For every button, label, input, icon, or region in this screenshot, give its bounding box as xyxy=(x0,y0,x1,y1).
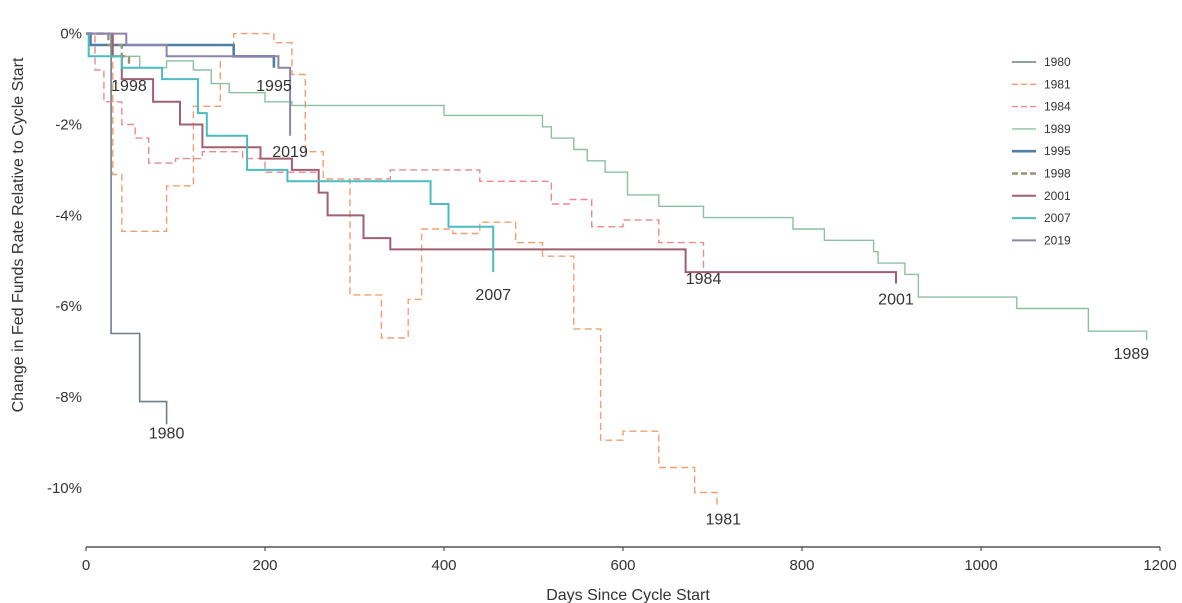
y-tick-label: 0% xyxy=(60,26,82,43)
y-tick-label: -4% xyxy=(55,207,82,224)
x-tick-label: 0 xyxy=(82,557,90,574)
axes: 0 200 400 600 800 1000 1200 0% -2% -4% -6% -8% -10%… xyxy=(10,26,1177,603)
series-label-2019: 2019 xyxy=(272,144,308,161)
legend-label-1981: 1981 xyxy=(1044,77,1071,91)
x-tick-label: 200 xyxy=(252,557,277,574)
legend-label-2019: 2019 xyxy=(1044,233,1071,247)
legend-label-2001: 2001 xyxy=(1044,189,1071,203)
legend-label-1989: 1989 xyxy=(1044,122,1071,136)
series-line-1995 xyxy=(86,32,276,68)
y-tick-label: -6% xyxy=(55,298,82,315)
series-line-1989 xyxy=(86,32,1148,341)
y-axis-ticks: 0% -2% -4% -6% -8% -10% xyxy=(47,26,82,497)
legend-label-1984: 1984 xyxy=(1044,100,1071,114)
y-tick-label: -10% xyxy=(47,480,82,497)
y-axis-title: Change in Fed Funds Rate Relative to Cyc… xyxy=(10,57,27,412)
y-tick-label: -8% xyxy=(55,389,82,406)
x-axis-ticks: 0 200 400 600 800 1000 1200 xyxy=(82,547,1177,574)
series-label-1981: 1981 xyxy=(705,512,741,529)
series-lines xyxy=(86,32,1148,507)
series-line-1981 xyxy=(86,32,718,507)
legend: 1980 1981 1984 1989 1995 1998 2001 2007 2019 xyxy=(1012,55,1071,247)
x-tick-label: 800 xyxy=(789,557,814,574)
series-line-2001 xyxy=(86,32,897,284)
x-tick-label: 400 xyxy=(431,557,456,574)
x-tick-label: 1200 xyxy=(1143,557,1176,574)
series-line-2019 xyxy=(86,32,292,136)
legend-label-1998: 1998 xyxy=(1044,167,1071,181)
series-line-2007 xyxy=(86,32,495,273)
series-line-1984 xyxy=(86,32,705,270)
series-label-2001: 2001 xyxy=(878,291,914,308)
series-label-2007: 2007 xyxy=(475,287,511,304)
y-tick-label: -2% xyxy=(55,116,82,133)
x-tick-label: 600 xyxy=(610,557,635,574)
legend-label-2007: 2007 xyxy=(1044,211,1071,225)
legend-label-1980: 1980 xyxy=(1044,55,1071,69)
x-tick-label: 1000 xyxy=(964,557,997,574)
series-label-1980: 1980 xyxy=(149,425,185,442)
series-label-1984: 1984 xyxy=(686,271,722,288)
series-label-1998: 1998 xyxy=(111,78,147,95)
legend-label-1995: 1995 xyxy=(1044,144,1071,158)
series-label-1989: 1989 xyxy=(1114,346,1150,363)
x-axis-title: Days Since Cycle Start xyxy=(546,587,710,603)
series-label-1995: 1995 xyxy=(256,78,292,95)
series-end-labels: 1980 1981 1984 1989 1995 1998 2001 2007 2019 xyxy=(111,78,1149,529)
